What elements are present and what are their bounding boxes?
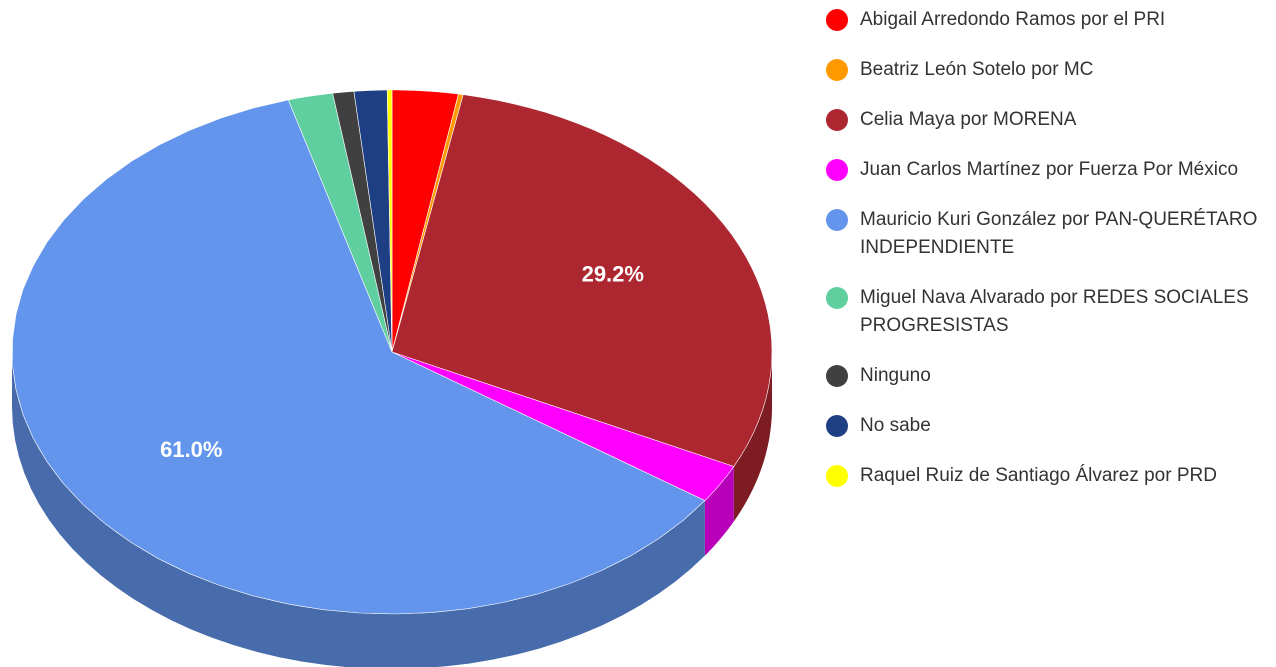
- legend-swatch: [826, 159, 848, 181]
- legend-item: Abigail Arredondo Ramos por el PRI: [826, 6, 1271, 34]
- legend-swatch: [826, 365, 848, 387]
- slice: [287, 92, 393, 353]
- data-label: 29.2%: [582, 261, 644, 286]
- legend-swatch: [826, 109, 848, 131]
- legend-item: Mauricio Kuri González por PAN-QUERÉTARO…: [826, 206, 1271, 262]
- legend-item: Raquel Ruiz de Santiago Álvarez por PRD: [826, 462, 1271, 490]
- slice: [386, 89, 393, 353]
- legend-swatch: [826, 59, 848, 81]
- legend-label: Raquel Ruiz de Santiago Álvarez por PRD: [860, 465, 1217, 486]
- slice: [391, 351, 735, 501]
- legend-item: Celia Maya por MORENA: [826, 106, 1271, 134]
- legend-label: Miguel Nava Alvarado por REDES SOCIALES …: [860, 287, 1249, 336]
- slice-side: [733, 352, 772, 522]
- legend-item: Ninguno: [826, 362, 1271, 390]
- legend-label: Celia Maya por MORENA: [860, 109, 1077, 130]
- slice-side: [12, 352, 705, 667]
- legend-item: Beatriz León Sotelo por MC: [826, 56, 1271, 84]
- legend-label: Beatriz León Sotelo por MC: [860, 59, 1094, 80]
- slice: [12, 99, 706, 615]
- legend-swatch: [826, 465, 848, 487]
- legend-item: No sabe: [826, 412, 1271, 440]
- legend-swatch: [826, 9, 848, 31]
- legend-swatch: [826, 209, 848, 231]
- slice: [332, 90, 393, 353]
- chart: 29.2% 61.0%: [12, 89, 773, 667]
- data-label: 61.0%: [160, 437, 222, 462]
- slice: [353, 89, 393, 353]
- slice: [391, 94, 773, 467]
- legend-label: No sabe: [860, 415, 931, 436]
- legend-item: Juan Carlos Martínez por Fuerza Por Méxi…: [826, 156, 1271, 184]
- legend: Abigail Arredondo Ramos por el PRI Beatri…: [826, 6, 1271, 512]
- legend-item: Miguel Nava Alvarado por REDES SOCIALES …: [826, 284, 1271, 340]
- legend-label: Ninguno: [860, 365, 931, 386]
- legend-label: Mauricio Kuri González por PAN-QUERÉTARO…: [860, 209, 1258, 258]
- legend-label: Juan Carlos Martínez por Fuerza Por Méxi…: [860, 159, 1239, 180]
- legend-swatch: [826, 287, 848, 309]
- slice-side: [704, 466, 734, 556]
- legend-swatch: [826, 415, 848, 437]
- legend-label: Abigail Arredondo Ramos por el PRI: [860, 9, 1166, 30]
